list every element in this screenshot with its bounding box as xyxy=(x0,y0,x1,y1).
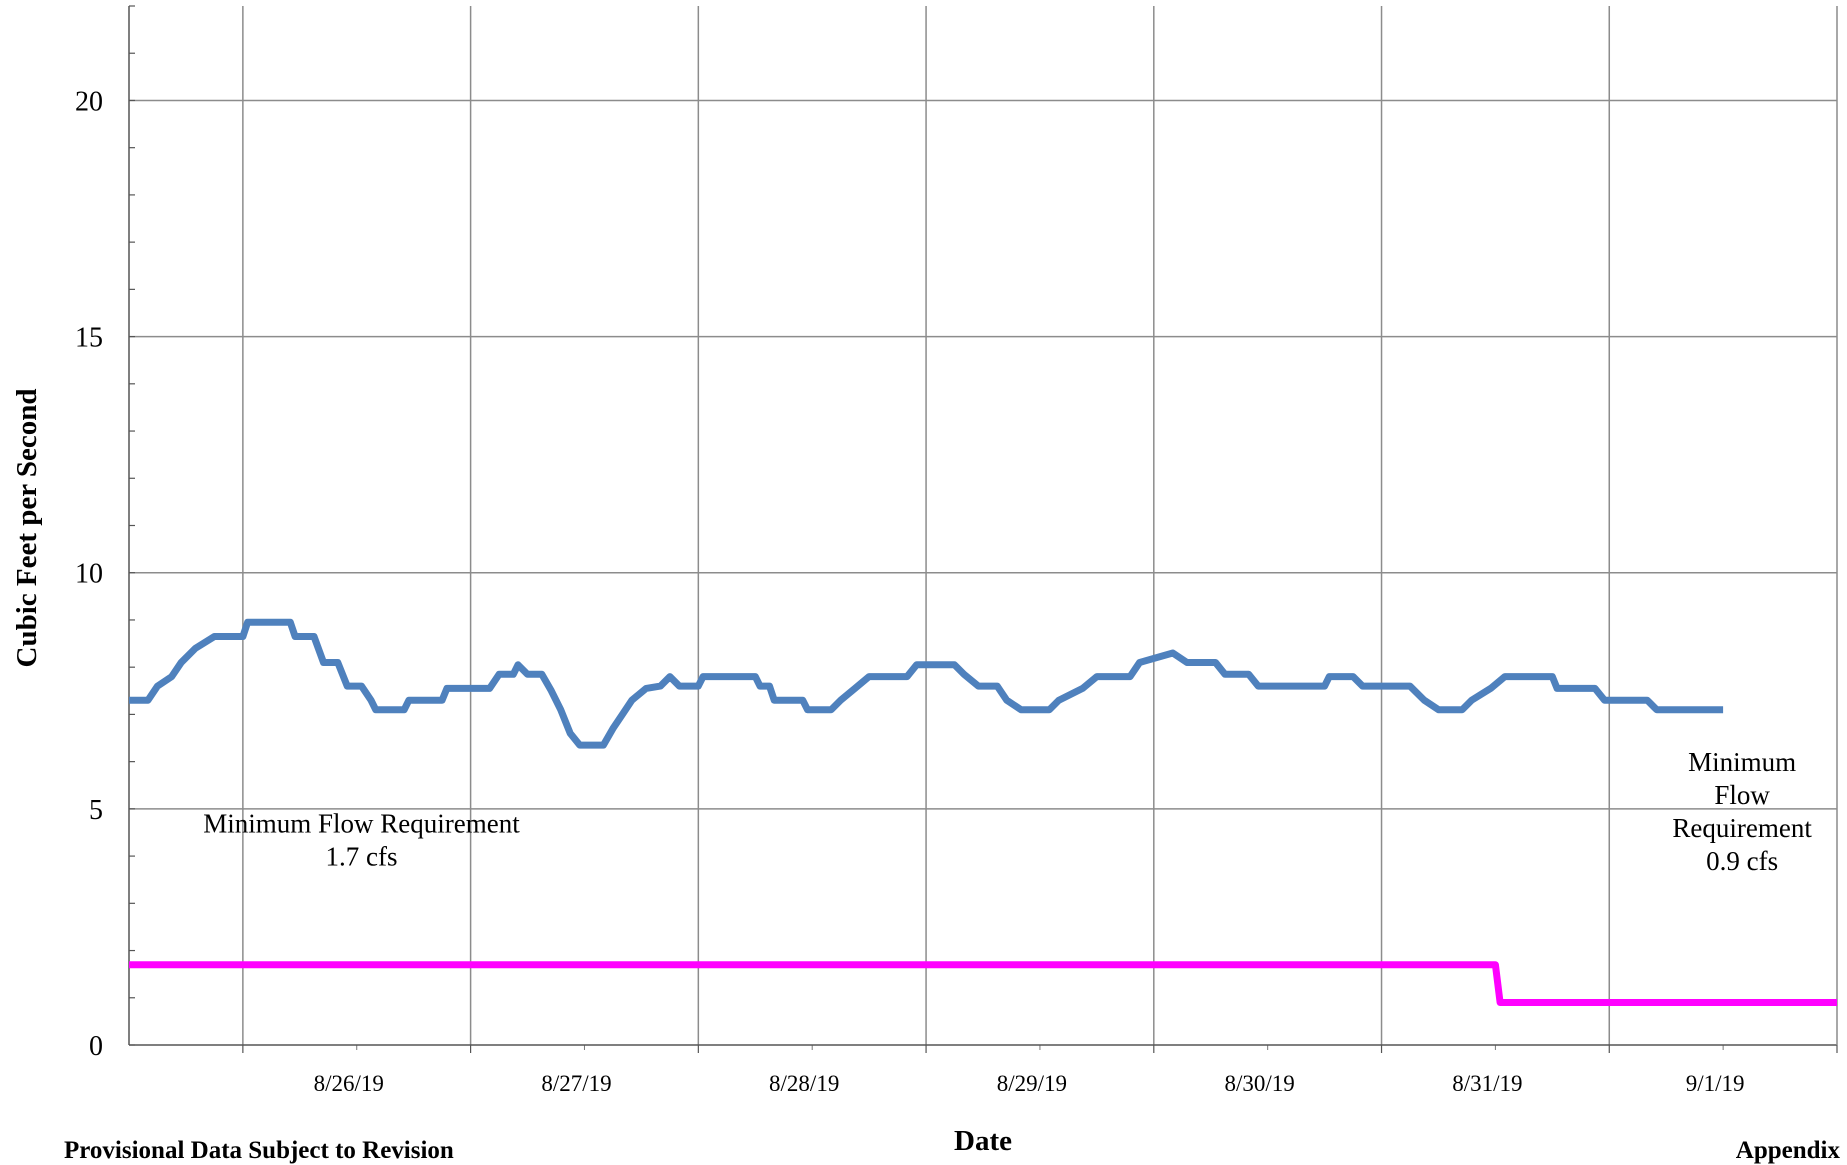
y-tick-label: 20 xyxy=(75,86,103,117)
annotation-text-2: Requirement xyxy=(1672,813,1812,843)
provisional-data-note: Provisional Data Subject to Revision xyxy=(64,1137,454,1164)
flow-series-line xyxy=(129,618,1724,749)
x-tick-label: 8/31/19 xyxy=(1452,1071,1522,1096)
appendix-note: Appendix xyxy=(1735,1137,1840,1164)
x-tick-label: 8/28/19 xyxy=(769,1071,839,1096)
y-tick-label: 10 xyxy=(75,559,103,590)
x-tick-label: 8/27/19 xyxy=(541,1071,611,1096)
grid-lines xyxy=(129,6,1837,1045)
y-axis-title: Cubic Feet per Second xyxy=(11,389,43,668)
y-tick-label: 0 xyxy=(89,1031,103,1062)
y-tick-label: 15 xyxy=(75,323,103,354)
series-lines xyxy=(129,618,1837,1006)
annotation-text-1: 1.7 cfs xyxy=(325,841,397,871)
minimum-flow-line xyxy=(129,961,1837,1006)
tick-labels: 0 5 10 15 20 8/26/19 8/27/19 8/28/19 8/29/19 8/30… xyxy=(75,86,1745,1096)
annotation-text-1: Minimum Flow Requirement xyxy=(203,808,520,838)
y-tick-label: 5 xyxy=(89,795,103,826)
x-tick-label: 8/26/19 xyxy=(314,1071,384,1096)
x-tick-label: 8/30/19 xyxy=(1225,1071,1295,1096)
annotation-text-2: Minimum xyxy=(1688,747,1796,777)
x-tick-label: 9/1/19 xyxy=(1686,1071,1745,1096)
x-tick-label: 8/29/19 xyxy=(997,1071,1067,1096)
annotation-text-2: Flow xyxy=(1714,780,1770,810)
axes xyxy=(128,5,1838,1053)
annotation-text-2: 0.9 cfs xyxy=(1706,846,1778,876)
x-axis-title: Date xyxy=(954,1125,1012,1155)
